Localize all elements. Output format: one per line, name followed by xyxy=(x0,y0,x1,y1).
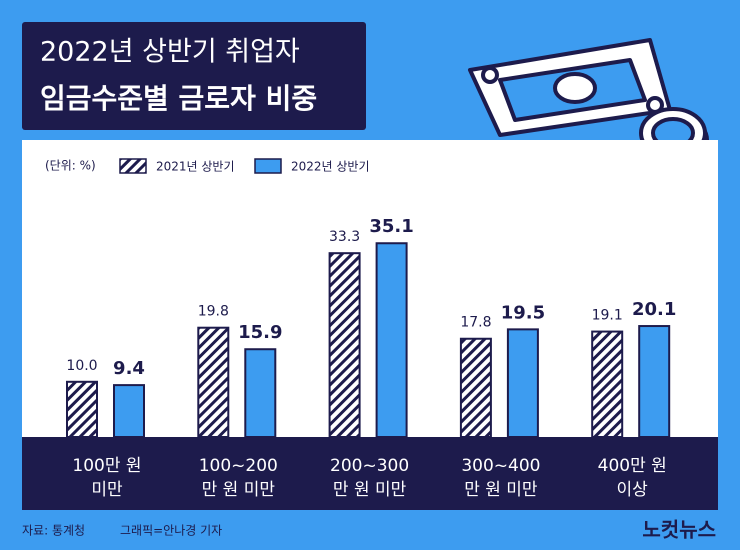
title-box xyxy=(22,22,366,130)
x-tick-label: 200~300 xyxy=(330,456,409,476)
bar xyxy=(66,380,98,438)
data-label: 19.8 xyxy=(198,304,229,320)
bar xyxy=(244,348,277,438)
bar xyxy=(459,337,492,438)
x-tick-label: 100만 원 xyxy=(72,456,141,476)
x-tick-label: 만 원 미만 xyxy=(202,480,276,500)
data-label: 19.1 xyxy=(592,308,623,324)
data-label: 19.5 xyxy=(501,302,545,323)
bar xyxy=(197,326,230,439)
legend-swatch xyxy=(254,158,282,174)
category-band xyxy=(22,437,718,510)
x-tick-label: 300~400 xyxy=(461,456,540,476)
logo: 노컷뉴스 xyxy=(642,518,716,542)
legend-swatch xyxy=(119,158,147,174)
bar xyxy=(328,252,361,438)
data-label: 15.9 xyxy=(238,322,282,343)
bar xyxy=(506,328,539,438)
bar xyxy=(638,325,671,439)
bar xyxy=(113,384,145,438)
data-label: 17.8 xyxy=(460,315,491,331)
chart-title: 2022년 상반기 취업자 xyxy=(40,37,300,68)
x-tick-label: 이상 xyxy=(617,480,649,500)
data-label: 9.4 xyxy=(113,358,145,379)
x-tick-label: 만 원 미만 xyxy=(333,480,407,500)
credit: 그래픽=안나경 기자 xyxy=(120,524,222,538)
bar xyxy=(375,242,408,438)
data-label: 10.0 xyxy=(66,358,97,374)
x-tick-label: 100~200 xyxy=(199,456,278,476)
data-label: 35.1 xyxy=(369,216,413,237)
x-tick-label: 미만 xyxy=(91,480,123,500)
unit-note: (단위: %) xyxy=(45,159,96,173)
data-label: 33.3 xyxy=(329,229,360,245)
x-tick-label: 만 원 미만 xyxy=(464,480,538,500)
source: 자료: 통계청 xyxy=(22,524,85,538)
x-tick-label: 400만 원 xyxy=(598,456,667,476)
chart-subtitle: 임금수준별 금로자 비중 xyxy=(40,82,317,115)
data-label: 20.1 xyxy=(632,299,676,320)
legend-label: 2022년 상반기 xyxy=(291,160,370,174)
legend-label: 2021년 상반기 xyxy=(156,160,235,174)
bar xyxy=(591,330,624,438)
